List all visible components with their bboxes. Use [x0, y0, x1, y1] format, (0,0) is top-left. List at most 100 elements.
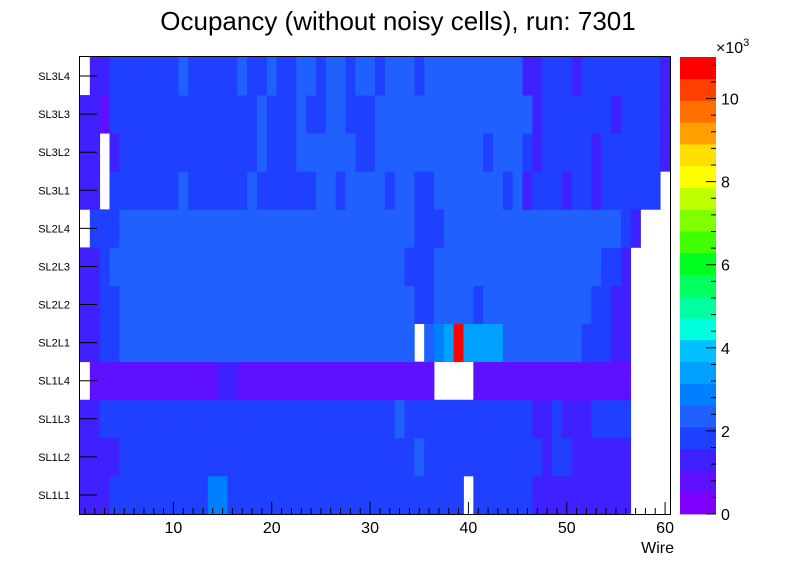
- heatmap-cell: [512, 285, 523, 324]
- heatmap-cell: [473, 133, 484, 172]
- heatmap-cell: [581, 323, 592, 363]
- color-scale-band: [680, 492, 716, 515]
- heatmap-cell: [601, 209, 612, 248]
- heatmap-cell: [443, 437, 455, 477]
- heatmap-cell: [601, 475, 612, 515]
- x-tick-label: 10: [165, 520, 183, 537]
- heatmap-cell: [296, 133, 307, 172]
- heatmap-cell: [581, 95, 592, 134]
- x-tick-label: 50: [558, 520, 576, 537]
- heatmap-cell: [453, 399, 464, 439]
- heatmap-cell: [522, 323, 533, 363]
- heatmap-cell: [493, 57, 504, 96]
- heatmap-cell: [227, 323, 238, 363]
- heatmap-cell: [394, 209, 405, 248]
- heatmap-cell: [99, 323, 110, 363]
- heatmap-cell: [345, 323, 356, 363]
- heatmap-cell: [257, 57, 268, 96]
- heatmap-cell: [630, 95, 641, 134]
- heatmap-cell: [316, 209, 327, 248]
- heatmap-cell: [601, 133, 612, 172]
- heatmap-cell: [414, 399, 425, 439]
- heatmap-cell: [552, 171, 563, 210]
- heatmap-cell: [640, 57, 651, 96]
- heatmap-cell: [404, 247, 415, 286]
- heatmap-cell: [522, 285, 533, 324]
- y-tick-label: SL3L3: [38, 109, 70, 121]
- heatmap-cell: [325, 475, 337, 515]
- heatmap-cell: [532, 437, 543, 477]
- heatmap-cell: [119, 285, 130, 324]
- heatmap-cell: [453, 323, 464, 363]
- heatmap-cell: [119, 57, 130, 96]
- heatmap-cell: [217, 171, 228, 210]
- heatmap-cell: [483, 475, 494, 515]
- heatmap-cell: [306, 475, 317, 515]
- heatmap-cell: [286, 133, 297, 172]
- heatmap-cell: [148, 95, 160, 134]
- heatmap-cell: [483, 399, 494, 439]
- heatmap-cell: [178, 399, 189, 439]
- heatmap-cell: [561, 95, 573, 134]
- heatmap-cell: [375, 95, 386, 134]
- heatmap-cell: [414, 57, 425, 96]
- heatmap-cell: [306, 323, 317, 363]
- heatmap-cell: [414, 285, 425, 324]
- y-tick-label: SL1L4: [38, 376, 70, 388]
- heatmap-cell: [109, 95, 120, 134]
- heatmap-cell: [620, 171, 632, 210]
- heatmap-cell: [424, 209, 435, 248]
- color-scale-band: [680, 383, 716, 406]
- heatmap-cell: [139, 399, 150, 439]
- heatmap-cell: [286, 247, 297, 286]
- heatmap-cell: [355, 323, 366, 363]
- heatmap-cell: [483, 285, 494, 324]
- heatmap-cell: [620, 57, 632, 96]
- heatmap-cell: [247, 399, 258, 439]
- heatmap-cell: [512, 247, 523, 286]
- heatmap-cell: [660, 57, 671, 96]
- heatmap-cell: [424, 247, 435, 286]
- heatmap-cell: [178, 361, 189, 401]
- heatmap-cell: [325, 437, 337, 477]
- heatmap-cell: [561, 285, 573, 324]
- heatmap-cell: [168, 133, 179, 172]
- heatmap-cell: [591, 361, 602, 401]
- heatmap-cell: [335, 285, 346, 324]
- heatmap-cell: [620, 323, 632, 363]
- heatmap-cell: [158, 247, 169, 286]
- heatmap-cell: [404, 361, 415, 401]
- heatmap-cell: [532, 361, 543, 401]
- heatmap-cell: [266, 133, 278, 172]
- heatmap-cell: [453, 209, 464, 248]
- color-scale-band: [680, 318, 716, 341]
- heatmap-cell: [129, 57, 140, 96]
- heatmap-cell: [552, 399, 563, 439]
- heatmap-cell: [207, 57, 219, 96]
- heatmap-cell: [394, 247, 405, 286]
- heatmap-cell: [109, 171, 120, 210]
- heatmap-cell: [296, 437, 307, 477]
- heatmap-cell: [611, 285, 622, 324]
- heatmap-cell: [257, 133, 268, 172]
- heatmap-cell: [188, 437, 199, 477]
- heatmap-cell: [119, 475, 130, 515]
- heatmap-cell: [571, 323, 582, 363]
- heatmap-cell: [335, 171, 346, 210]
- heatmap-cell: [119, 95, 130, 134]
- heatmap-cell: [276, 171, 287, 210]
- heatmap-cell: [286, 171, 297, 210]
- heatmap-cell: [502, 95, 514, 134]
- heatmap-cell: [217, 95, 228, 134]
- heatmap-cell: [316, 323, 327, 363]
- heatmap-cell: [207, 475, 219, 515]
- heatmap-cell: [571, 133, 582, 172]
- heatmap-cell: [306, 247, 317, 286]
- heatmap-cell: [296, 247, 307, 286]
- heatmap-cell: [247, 57, 258, 96]
- heatmap-cell: [512, 209, 523, 248]
- heatmap-cell: [286, 437, 297, 477]
- heatmap-cell: [384, 57, 396, 96]
- heatmap-cell: [198, 399, 209, 439]
